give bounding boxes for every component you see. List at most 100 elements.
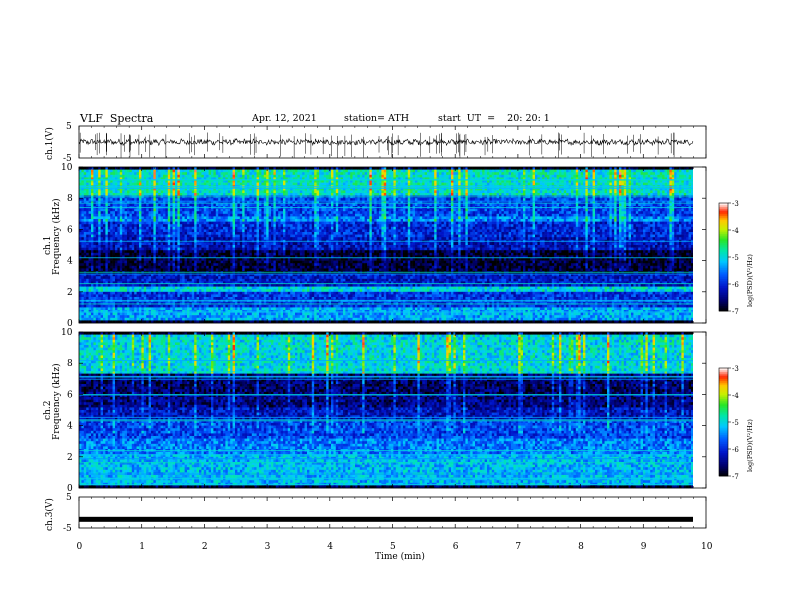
spectrogram-cell	[107, 263, 111, 267]
spectrogram-cell	[112, 255, 116, 259]
spectrogram-cell	[79, 190, 82, 194]
spectrogram-cell	[105, 208, 109, 212]
spectrogram-cell	[151, 198, 154, 202]
spectrogram-cell	[148, 169, 152, 173]
spectrogram-cell	[155, 167, 159, 170]
spectrogram-cell	[98, 315, 101, 319]
spectrogram-cell	[100, 260, 104, 264]
spectrogram-cell	[91, 260, 94, 264]
spectrogram-cell	[105, 221, 109, 225]
spectrogram-cell	[170, 234, 173, 238]
spectrogram-cell	[239, 180, 243, 183]
spectrogram-cell	[107, 252, 111, 256]
spectrogram-cell	[237, 289, 241, 293]
spectrogram-cell	[151, 245, 154, 248]
spectrogram-cell	[107, 268, 111, 272]
spectrogram-cell	[239, 232, 243, 235]
spectrogram-cell	[177, 200, 181, 204]
spectrogram-cell	[196, 226, 200, 230]
spectrogram-cell	[249, 229, 253, 233]
spectrogram-cell	[122, 284, 125, 287]
spectrogram-cell	[206, 198, 209, 202]
spectrogram-cell	[98, 291, 101, 295]
spectrogram-cell	[191, 180, 195, 183]
spectrogram-cell	[244, 232, 248, 235]
spectrogram-cell	[81, 208, 85, 212]
spectrogram-cell	[232, 203, 236, 207]
spectrogram-cell	[177, 312, 181, 316]
spectrogram-cell	[167, 177, 171, 181]
spectrogram-cell	[122, 312, 125, 316]
spectrogram-cell	[220, 193, 224, 196]
spectrogram-cell	[122, 213, 125, 217]
spectrogram-cell	[218, 187, 221, 191]
spectrogram-cell	[122, 237, 125, 241]
spectrogram-cell	[235, 310, 238, 313]
spectrogram-cell	[177, 291, 181, 295]
spectrogram-cell	[151, 276, 154, 280]
spectrogram-cell	[215, 213, 219, 217]
spectrogram-cell	[122, 315, 125, 319]
spectrogram-cell	[160, 278, 164, 282]
spectrogram-cell	[237, 260, 241, 264]
spectrogram-cell	[268, 281, 272, 285]
spectrogram-cell	[134, 174, 137, 178]
spectrogram-cell	[148, 224, 152, 228]
spectrogram-cell	[141, 187, 145, 191]
spectrogram-cell	[175, 273, 178, 277]
spectrogram-cell	[191, 265, 195, 269]
spectrogram-cell	[141, 208, 145, 212]
spectrogram-cell	[182, 203, 185, 207]
spectrogram-cell	[244, 208, 248, 212]
spectrogram-cell	[223, 317, 226, 321]
spectrogram-cell	[218, 252, 221, 256]
spectrogram-cell	[259, 229, 262, 233]
spectrogram-cell	[134, 180, 137, 183]
spectrogram-cell	[122, 200, 125, 204]
spectrogram-cell	[259, 258, 262, 261]
spectrogram-cell	[206, 317, 209, 321]
spectrogram-cell	[179, 258, 183, 261]
header-station: station= ATH	[344, 113, 409, 124]
spectrogram-cell	[263, 245, 267, 248]
spectrogram-cell	[100, 208, 104, 212]
spectrogram-cell	[117, 289, 121, 293]
spectrogram-cell	[86, 232, 89, 235]
spectrogram-cell	[139, 273, 142, 277]
spectrogram-cell	[131, 247, 135, 251]
spectrogram-cell	[79, 172, 82, 176]
spectrogram-cell	[81, 182, 85, 186]
spectrogram-cell	[179, 278, 183, 282]
spectrogram-cell	[95, 291, 99, 295]
spectrogram-cell	[261, 286, 265, 290]
spectrogram-cell	[115, 167, 118, 170]
spectrogram-cell	[254, 172, 257, 176]
spectrogram-cell	[177, 255, 181, 259]
spectrogram-cell	[172, 247, 176, 251]
spectrogram-cell	[251, 268, 255, 272]
spectrogram-cell	[107, 284, 111, 287]
spectrogram-cell	[112, 278, 116, 282]
spectrogram-cell	[95, 245, 99, 248]
spectrogram-cell	[268, 297, 272, 300]
spectrogram-cell	[127, 289, 130, 293]
spectrogram-cell	[263, 177, 267, 181]
spectrogram-cell	[105, 190, 109, 194]
spectrogram-cell	[124, 226, 128, 230]
spectrogram-cell	[249, 284, 253, 287]
spectrogram-cell	[88, 208, 92, 212]
spectrogram-cell	[136, 297, 140, 300]
spectrogram-cell	[268, 258, 272, 261]
spectrogram-cell	[268, 268, 272, 272]
spectrogram-cell	[206, 304, 209, 308]
spectrogram-cell	[179, 180, 183, 183]
spectrogram-cell	[107, 234, 111, 238]
spectrogram-cell	[218, 260, 221, 264]
spectrogram-cell	[182, 307, 185, 311]
spectrogram-cell	[93, 187, 97, 191]
spectrogram-cell	[184, 286, 188, 290]
spectrogram-cell	[261, 276, 265, 280]
spectrogram-cell	[271, 193, 274, 196]
spectrogram-cell	[79, 317, 82, 321]
spectrogram-cell	[225, 265, 229, 269]
